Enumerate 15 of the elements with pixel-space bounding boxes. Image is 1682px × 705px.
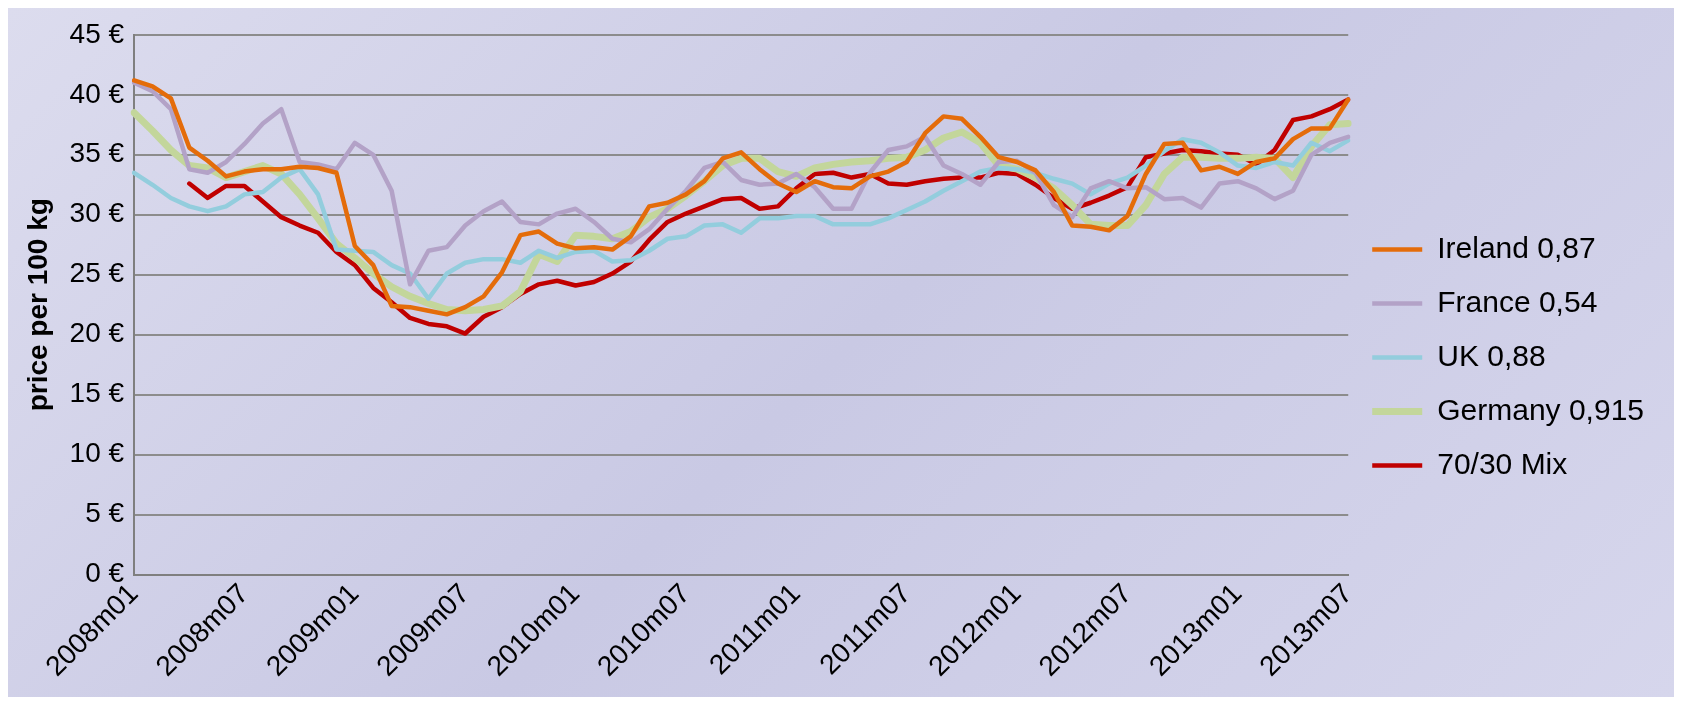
legend-label: UK 0,88 <box>1437 338 1546 372</box>
legend-label: France 0,54 <box>1437 284 1598 318</box>
legend-label: Germany 0,915 <box>1437 392 1644 426</box>
y-tick-label: 25 € <box>69 257 125 289</box>
y-tick-label: 20 € <box>69 317 125 349</box>
y-tick-label: 35 € <box>69 137 125 169</box>
y-tick-label: 5 € <box>85 497 125 529</box>
y-tick-label: 45 € <box>69 17 125 49</box>
y-tick-label: 40 € <box>69 77 125 109</box>
y-tick-label: 30 € <box>69 197 125 229</box>
legend-label: 70/30 Mix <box>1437 446 1568 480</box>
y-tick-label: 10 € <box>69 437 125 469</box>
legend-label: Ireland 0,87 <box>1437 230 1596 264</box>
y-tick-label: 15 € <box>69 377 125 409</box>
y-axis-title: price per 100 kg <box>21 198 53 412</box>
